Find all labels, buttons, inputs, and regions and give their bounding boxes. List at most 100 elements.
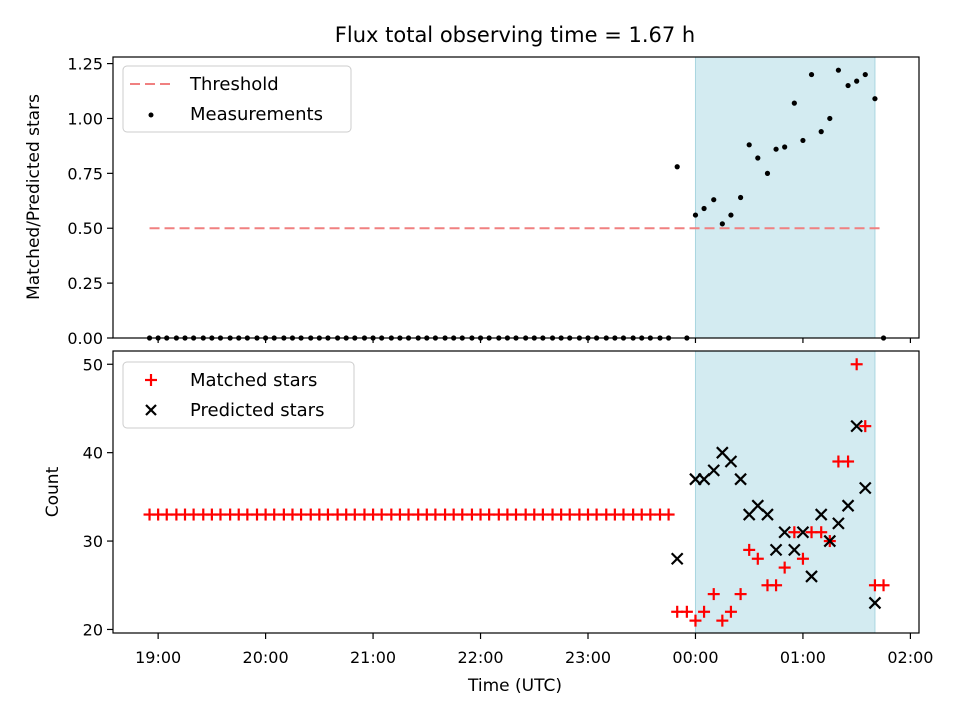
bottom-legend: Matched stars Predicted stars xyxy=(122,361,355,429)
bottom-plot-frame xyxy=(112,350,920,634)
measurement-point xyxy=(845,82,851,89)
bottom-y-axis-label: Count xyxy=(43,466,63,517)
bottom-y-axis: 20 30 40 50 xyxy=(83,355,113,639)
predicted-star-point xyxy=(832,517,845,530)
measurement-point xyxy=(746,142,752,148)
bottom-x-axis: 19:00 20:00 21:00 22:00 23:00 00:00 01:00 02:00 xyxy=(135,633,933,667)
predicted-star-point xyxy=(868,596,882,610)
measurement-point xyxy=(808,71,815,78)
bottom-legend-box xyxy=(122,361,355,429)
bottom-y-tick-label: 40 xyxy=(83,444,103,463)
predicted-star-point xyxy=(796,525,810,539)
predicted-star-point xyxy=(788,543,801,557)
measurement-point xyxy=(728,212,734,218)
legend-predicted-label: Predicted stars xyxy=(190,400,324,421)
x-tick-label: 00:00 xyxy=(672,648,718,667)
matched-star-point xyxy=(770,579,783,592)
measurement-point xyxy=(791,100,797,106)
x-tick-label: 19:00 xyxy=(135,648,181,667)
measurement-point xyxy=(773,146,779,152)
matched-star-points xyxy=(143,358,890,627)
predicted-star-point xyxy=(724,455,738,468)
measurement-point xyxy=(755,155,761,161)
matched-star-point xyxy=(680,605,693,618)
top-y-tick-label: 1.00 xyxy=(67,109,103,128)
measurement-point xyxy=(701,205,707,212)
legend-matched-swatch xyxy=(145,374,157,386)
top-y-axis: 0.00 0.25 0.50 0.75 1.00 1.25 xyxy=(67,55,113,348)
x-tick-label: 21:00 xyxy=(350,648,396,667)
bottom-y-tick-label: 20 xyxy=(83,620,103,639)
top-panel: 0.00 0.25 0.50 0.75 1.00 1.25 Matched/Predict… xyxy=(24,55,920,348)
matched-star-point xyxy=(751,552,764,565)
top-y-tick-label: 0.25 xyxy=(67,274,103,293)
chart-title: Flux total observing time = 1.67 h xyxy=(335,23,695,47)
matched-star-point xyxy=(662,508,675,521)
bottom-observing-window xyxy=(694,350,876,634)
measurement-point xyxy=(854,78,860,84)
matched-star-point xyxy=(734,588,747,601)
measurement-point xyxy=(782,144,788,150)
predicted-star-point xyxy=(769,543,783,557)
predicted-star-point xyxy=(823,534,837,548)
matched-star-point xyxy=(815,526,828,539)
matched-star-point xyxy=(842,455,855,468)
legend-threshold-label: Threshold xyxy=(189,74,279,95)
top-y-tick-label: 0.00 xyxy=(67,329,103,348)
predicted-star-point xyxy=(778,525,791,539)
matched-star-point xyxy=(859,420,872,433)
predicted-star-point xyxy=(751,499,765,512)
matched-star-point xyxy=(698,605,711,618)
x-tick-label: 22:00 xyxy=(457,648,503,667)
legend-matched-label: Matched stars xyxy=(190,370,317,391)
x-tick-label: 20:00 xyxy=(243,648,289,667)
top-observing-window xyxy=(694,56,876,339)
matched-star-point xyxy=(707,588,720,601)
top-y-tick-label: 1.25 xyxy=(67,55,103,74)
x-axis-label: Time (UTC) xyxy=(467,676,562,696)
predicted-star-point xyxy=(805,570,818,583)
matched-star-point xyxy=(788,526,801,539)
predicted-star-point xyxy=(814,508,828,521)
top-y-tick-label: 0.75 xyxy=(67,164,103,183)
legend-measurements-swatch xyxy=(148,112,154,118)
top-x-ticks xyxy=(157,338,912,343)
legend-predicted-swatch xyxy=(145,404,157,416)
bottom-y-tick-label: 30 xyxy=(83,532,103,551)
measurement-point xyxy=(835,67,842,73)
predicted-star-point xyxy=(858,481,872,495)
predicted-star-point xyxy=(707,464,721,477)
measurement-point xyxy=(692,212,699,218)
top-plot-frame xyxy=(112,56,920,339)
matched-star-point xyxy=(778,561,791,574)
measurement-point xyxy=(719,221,725,227)
measurement-point xyxy=(674,164,680,170)
measurement-points xyxy=(146,67,887,341)
x-tick-label: 01:00 xyxy=(780,648,826,667)
matched-star-point xyxy=(877,579,890,592)
predicted-star-point xyxy=(670,552,684,566)
matched-star-point xyxy=(743,543,756,556)
predicted-star-point xyxy=(761,508,774,521)
top-legend-box xyxy=(122,65,352,133)
legend-measurements-label: Measurements xyxy=(190,104,323,125)
predicted-star-point xyxy=(734,472,747,486)
measurement-point xyxy=(711,197,717,203)
matched-star-point xyxy=(850,358,863,371)
x-tick-label: 02:00 xyxy=(887,648,933,667)
predicted-star-points xyxy=(670,419,882,610)
bottom-y-tick-label: 50 xyxy=(83,355,103,374)
measurement-point xyxy=(862,71,868,78)
measurement-point xyxy=(764,170,771,176)
measurement-point xyxy=(827,115,833,122)
matched-star-point xyxy=(724,605,737,618)
predicted-star-point xyxy=(841,499,855,512)
bottom-panel: 20 30 40 50 19:00 20:00 21:00 22:00 23:00 00:00 0… xyxy=(43,350,933,696)
measurement-point xyxy=(872,96,878,102)
top-legend: Threshold Measurements xyxy=(122,65,352,133)
x-tick-label: 23:00 xyxy=(565,648,611,667)
matched-star-point xyxy=(796,552,809,565)
top-y-tick-label: 0.50 xyxy=(67,219,103,238)
measurement-point xyxy=(818,129,824,135)
